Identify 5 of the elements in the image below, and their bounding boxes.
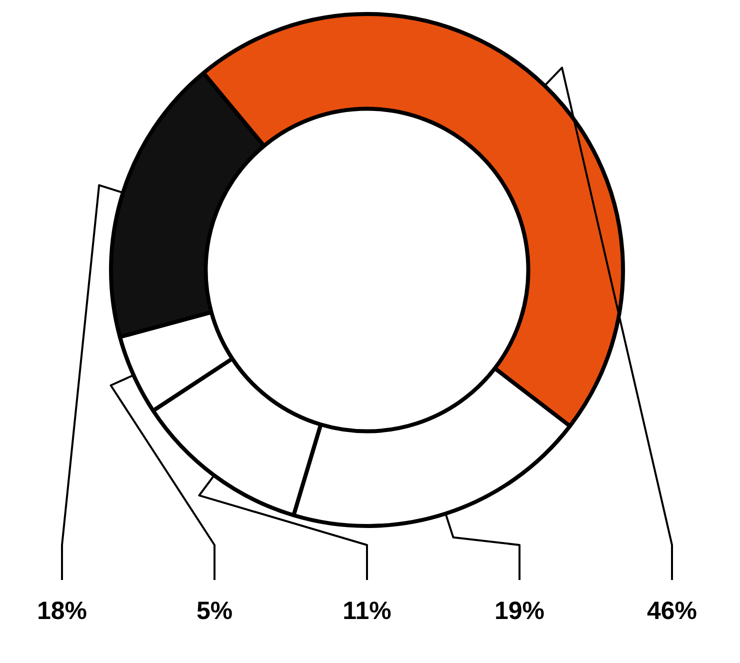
data-label: 5% bbox=[196, 596, 233, 625]
data-label: 18% bbox=[36, 596, 88, 625]
data-label: 46% bbox=[646, 596, 698, 625]
data-label: 11% bbox=[342, 596, 392, 625]
data-label: 19% bbox=[494, 596, 545, 625]
